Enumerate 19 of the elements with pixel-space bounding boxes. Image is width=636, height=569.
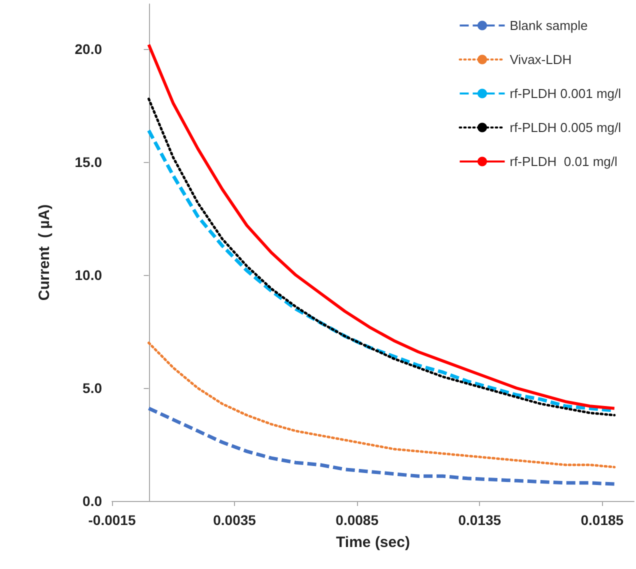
line-series: [147, 406, 616, 486]
y-tick-label: 20.0: [74, 41, 102, 58]
x-tick-label: -0.0015: [88, 512, 136, 528]
legend-label: rf-PLDH 0.01 mg/l: [510, 154, 618, 169]
legend-label: Blank sample: [510, 18, 588, 33]
y-tick-label: 10.0: [74, 267, 102, 284]
legend-label: Vivax-LDH: [510, 52, 572, 67]
x-tick-label: 0.0185: [580, 512, 624, 528]
x-axis-title: Time (sec): [336, 534, 410, 551]
y-tick-label: 15.0: [74, 154, 102, 170]
line-series: [148, 342, 616, 468]
x-tick-label: 0.0135: [458, 512, 502, 528]
y-axis-title: Current ( µA): [36, 204, 53, 301]
legend-label: rf-PLDH 0.005 mg/l: [510, 120, 622, 135]
x-tick-label: 0.0035: [213, 512, 256, 528]
legend-label: rf-PLDH 0.001 mg/l: [510, 86, 622, 101]
y-tick-label: 0.0: [82, 493, 102, 509]
y-tick-label: 5.0: [82, 380, 102, 396]
x-tick-label: 0.0085: [336, 512, 379, 528]
